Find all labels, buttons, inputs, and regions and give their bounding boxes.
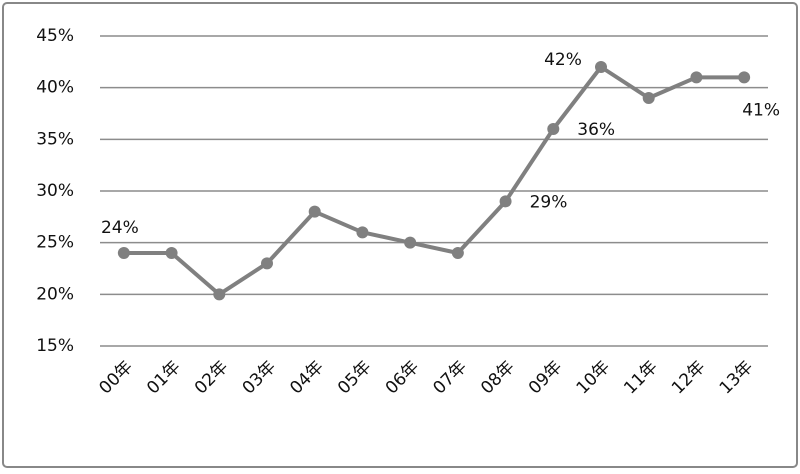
data-label: 42% bbox=[544, 50, 582, 70]
y-tick-label: 40% bbox=[36, 78, 74, 98]
marker bbox=[499, 195, 512, 208]
marker bbox=[595, 61, 607, 73]
data-label: 24% bbox=[101, 218, 139, 238]
chart-border bbox=[2, 2, 798, 468]
y-tick-label: 35% bbox=[36, 129, 74, 149]
data-label: 41% bbox=[742, 100, 780, 120]
marker bbox=[690, 71, 703, 84]
marker bbox=[738, 71, 751, 84]
marker bbox=[165, 247, 178, 259]
y-tick-label: 15% bbox=[36, 336, 74, 356]
marker bbox=[404, 236, 417, 249]
marker bbox=[451, 247, 464, 259]
y-tick-label: 25% bbox=[36, 233, 74, 253]
marker bbox=[117, 247, 130, 259]
marker bbox=[547, 123, 560, 135]
line bbox=[123, 65, 745, 297]
marker bbox=[642, 92, 655, 104]
data-label: 29% bbox=[530, 192, 568, 212]
y-tick-label: 45% bbox=[36, 26, 74, 46]
marker bbox=[356, 226, 369, 239]
marker bbox=[213, 288, 226, 301]
marker bbox=[261, 257, 273, 270]
y-tick-label: 20% bbox=[36, 284, 74, 304]
y-tick-label: 30% bbox=[36, 181, 74, 201]
marker bbox=[308, 205, 321, 218]
data-label: 36% bbox=[577, 120, 615, 140]
